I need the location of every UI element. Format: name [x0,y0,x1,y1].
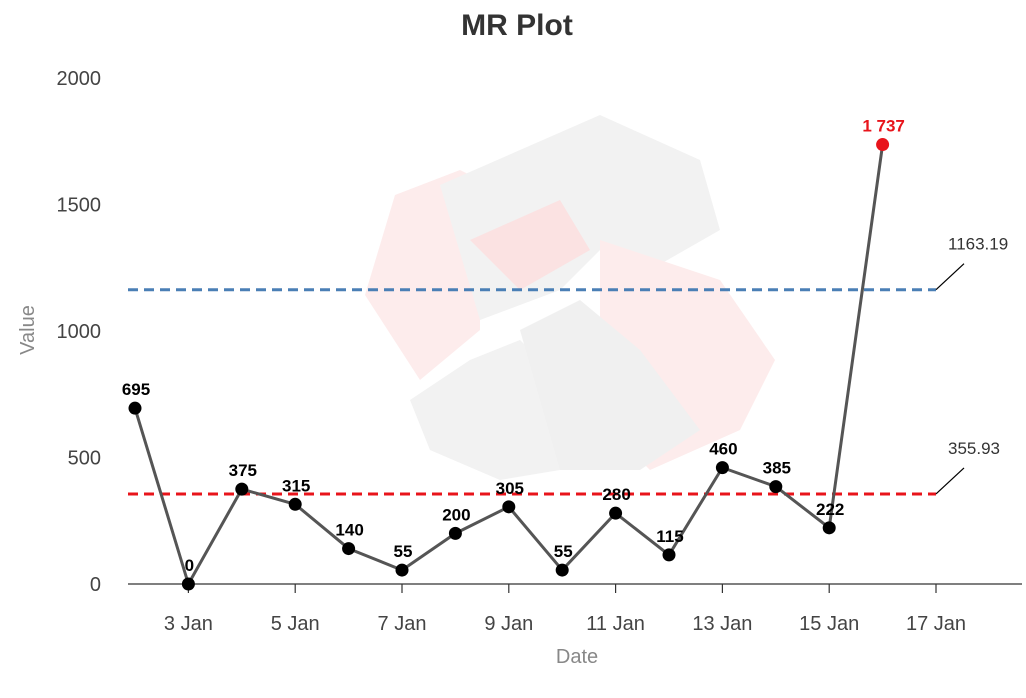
y-axis-label: Value [17,305,39,355]
x-axis: 3 Jan 5 Jan 7 Jan 9 Jan 11 Jan 13 Jan 15 Jan 17… [128,583,1022,635]
data-label: 115 [656,527,683,546]
data-point [555,563,569,577]
data-label: 55 [394,542,413,561]
x-axis-label: Date [556,646,598,668]
x-tick-label: 15 Jan [799,613,859,635]
data-point [448,526,462,540]
reference-leader-line [935,263,965,291]
data-label: 1 737 [862,117,905,136]
data-point [288,497,302,511]
y-axis: 0 500 1000 1500 2000 [57,68,102,596]
data-label: 385 [763,459,791,478]
data-point [395,563,409,577]
data-series: 695 0 375 315 140 55 200 305 55 280 115 460 385 222 1 … [122,117,905,591]
alert-data-point [876,138,890,152]
reference-line-label: 1163.19 [948,235,1008,254]
data-point [609,506,623,520]
reference-leader-line [935,467,965,495]
y-tick-label: 1500 [57,195,102,217]
x-tick-label: 3 Jan [164,613,213,635]
data-label: 200 [442,505,470,524]
data-label: 55 [554,542,573,561]
data-label: 222 [816,500,844,519]
data-label: 695 [122,380,150,399]
data-point [235,482,249,496]
x-tick-label: 7 Jan [378,613,427,635]
data-point [662,548,676,562]
data-point [769,480,783,494]
data-label: 460 [709,440,737,459]
x-tick-label: 11 Jan [586,613,645,635]
data-point [715,461,729,475]
x-tick-label: 9 Jan [484,613,533,635]
watermark-logo [365,115,775,480]
data-label: 305 [496,479,524,498]
data-label: 375 [229,461,257,480]
data-label: 280 [602,485,630,504]
reference-line-label: 355.93 [948,439,1000,458]
y-tick-label: 500 [68,448,101,470]
y-tick-label: 1000 [57,321,102,343]
x-tick-label: 5 Jan [271,613,320,635]
data-point [502,500,516,514]
y-tick-label: 2000 [57,68,102,90]
data-label: 315 [282,476,310,495]
x-tick-label: 13 Jan [692,613,752,635]
data-label: 0 [185,556,194,575]
data-point [822,521,836,535]
y-tick-label: 0 [90,574,101,596]
data-label: 140 [335,521,363,540]
data-point [342,542,356,556]
data-point [181,577,195,591]
x-tick-label: 17 Jan [906,613,966,635]
chart-title: MR Plot [461,9,573,42]
data-point [128,401,142,415]
